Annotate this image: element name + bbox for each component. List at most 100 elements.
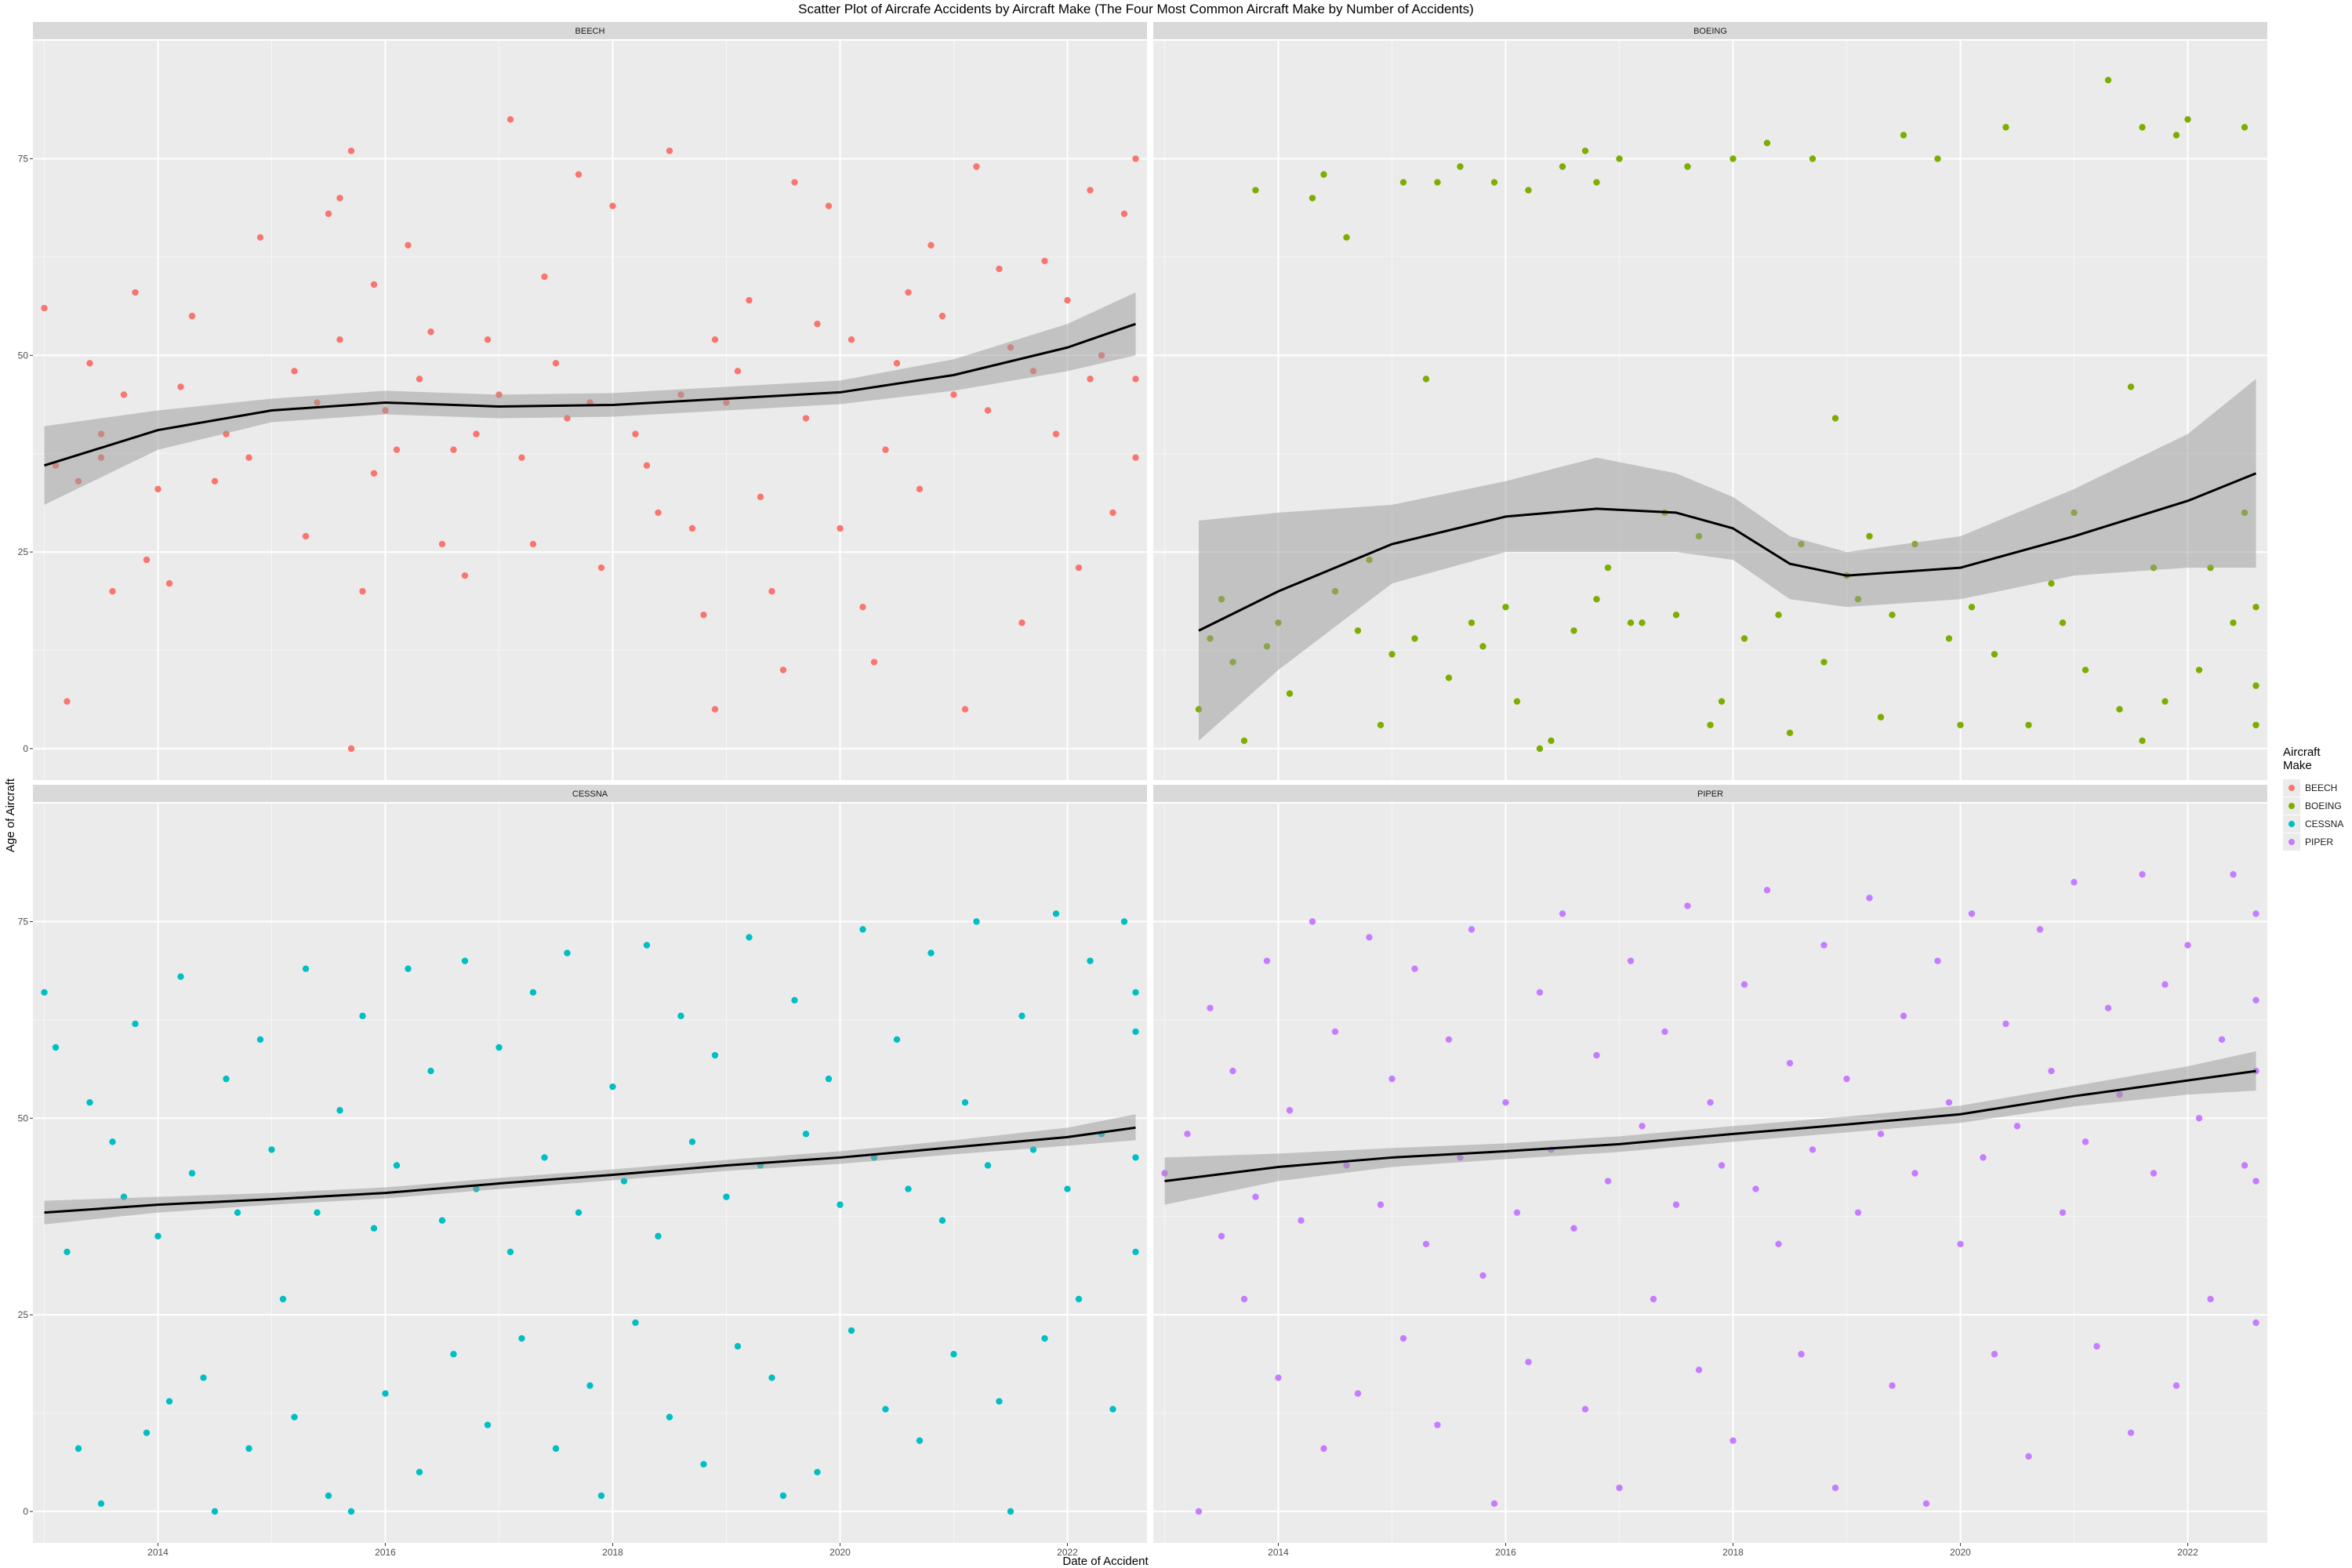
data-point: [2241, 1162, 2249, 1169]
data-point: [1570, 627, 1577, 634]
data-point: [984, 407, 992, 414]
data-point: [2071, 879, 2078, 886]
data-point: [1957, 721, 1964, 728]
data-point: [1075, 564, 1083, 572]
y-tick-label: 50: [18, 350, 29, 361]
data-point: [791, 996, 798, 1004]
data-point: [109, 588, 116, 595]
data-point: [450, 446, 457, 453]
data-point: [1934, 957, 1941, 964]
data-point: [791, 179, 798, 186]
data-point: [2139, 737, 2146, 745]
data-point: [1018, 619, 1025, 626]
data-point: [2172, 132, 2180, 139]
data-point: [518, 454, 525, 461]
y-tick-label: 0: [23, 1506, 28, 1517]
data-point: [1911, 1170, 1918, 1177]
data-point: [609, 202, 616, 209]
facet-strip: [1153, 785, 2267, 802]
data-point: [120, 391, 128, 398]
data-point: [1052, 430, 1060, 437]
data-point: [825, 1075, 833, 1083]
data-point: [1548, 737, 1555, 745]
data-point: [893, 1036, 901, 1044]
data-point: [1604, 1178, 1612, 1185]
data-point: [632, 1319, 639, 1327]
trend-line: [44, 322, 1136, 467]
data-point: [2048, 580, 2055, 587]
data-point: [1809, 155, 1817, 162]
trend-band: [44, 292, 1136, 505]
data-point: [1399, 1334, 1407, 1342]
x-tick-label: 2020: [829, 1547, 851, 1558]
data-point: [938, 312, 946, 320]
data-point: [1184, 1131, 1191, 1138]
data-point: [643, 942, 651, 949]
x-tick-label: 2022: [1057, 1547, 1078, 1558]
data-point: [961, 706, 969, 713]
data-point: [1798, 1351, 1805, 1358]
data-point: [1900, 1012, 1907, 1020]
data-point: [711, 1051, 719, 1059]
data-point: [143, 1429, 151, 1436]
data-point: [2013, 1123, 2021, 1130]
data-point: [438, 540, 446, 548]
data-point: [1286, 1107, 1294, 1114]
data-point: [996, 1398, 1003, 1405]
x-tick-label: 2014: [1268, 1547, 1289, 1558]
data-point: [427, 328, 434, 336]
data-point: [927, 949, 935, 956]
data-point: [1007, 1508, 1014, 1515]
data-point: [814, 320, 821, 328]
data-point: [1132, 1028, 1139, 1036]
data-point: [1570, 1225, 1577, 1232]
data-point: [1922, 1500, 1930, 1508]
data-point: [1684, 163, 1691, 170]
data-point: [1889, 1382, 1896, 1389]
data-point: [1120, 210, 1128, 217]
legend: Aircraft Make BEECH BOEING CESSNA PIPER: [2283, 746, 2352, 851]
data-point: [347, 1508, 355, 1515]
data-point: [950, 1351, 957, 1358]
data-point: [1786, 729, 1794, 737]
data-point: [1616, 155, 1623, 162]
data-point: [2241, 124, 2249, 131]
data-point: [2093, 1343, 2100, 1350]
data-point: [1900, 132, 1907, 139]
data-point: [1627, 957, 1635, 964]
data-point: [2195, 666, 2203, 673]
data-point: [223, 1075, 230, 1083]
data-point: [1109, 1406, 1116, 1413]
data-point: [41, 304, 48, 312]
data-point: [1854, 1209, 1862, 1216]
data-point: [1087, 376, 1094, 383]
data-point: [768, 588, 775, 595]
data-point: [1502, 604, 1509, 611]
data-point: [1581, 1406, 1589, 1413]
data-point: [1616, 1484, 1623, 1491]
data-point: [1263, 957, 1271, 964]
data-point: [64, 698, 71, 705]
data-point: [1968, 604, 1976, 611]
data-point: [1445, 1036, 1453, 1044]
data-point: [529, 540, 537, 548]
data-point: [177, 383, 184, 390]
data-point: [779, 666, 787, 673]
data-point: [393, 1162, 401, 1169]
data-point: [2025, 1453, 2032, 1460]
data-point: [2139, 124, 2146, 131]
facet-strip: [1153, 22, 2267, 39]
data-point: [552, 1445, 560, 1452]
data-point: [1831, 415, 1839, 422]
data-point: [916, 1437, 924, 1444]
data-point: [302, 965, 310, 972]
trend-line: [44, 1126, 1136, 1214]
data-point: [1786, 1059, 1794, 1067]
data-point: [2161, 981, 2169, 988]
data-point: [1434, 1421, 1441, 1428]
data-point: [1490, 1500, 1498, 1508]
legend-key: [2283, 779, 2300, 797]
data-point: [1877, 1131, 1885, 1138]
facet-cessna: CESSNA 0 25 50 75 2014 2016 2018 2020 2022: [18, 785, 1147, 1558]
y-tick-label: 50: [18, 1112, 29, 1123]
